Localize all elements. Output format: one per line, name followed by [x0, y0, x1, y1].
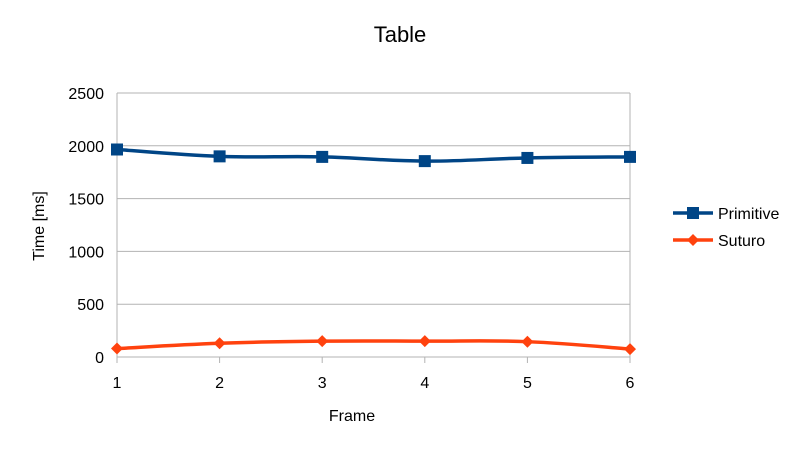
chart-title: Table: [374, 22, 427, 47]
x-tick-label-5: 5: [523, 375, 532, 392]
x-tick-label-2: 2: [215, 375, 224, 392]
y-tick-label-500: 500: [77, 297, 104, 314]
data-point-primitive-4: [418, 155, 431, 168]
legend-marker-primitive: [687, 207, 699, 219]
data-point-suturo-5: [521, 335, 534, 348]
plot-area: 0 500 1000 1500 2000 2500 1 2 3 4 5 6: [68, 86, 636, 392]
x-axis-label: Frame: [329, 408, 375, 425]
data-point-primitive-3: [316, 150, 329, 163]
x-tick-label-4: 4: [420, 375, 429, 392]
data-point-primitive-1: [111, 143, 123, 156]
data-point-primitive-5: [521, 151, 534, 164]
data-point-suturo-3: [316, 335, 329, 348]
legend: Primitive Suturo: [673, 206, 779, 250]
x-tick-label-6: 6: [626, 375, 635, 392]
series-line-primitive: [116, 147, 631, 163]
y-axis-label: Time [ms]: [31, 191, 48, 261]
x-tick-label-1: 1: [113, 375, 122, 392]
series-line-suturo: [116, 339, 631, 351]
data-point-suturo-4: [418, 335, 431, 348]
data-point-suturo-1: [111, 342, 123, 355]
data-point-suturo-2: [213, 337, 226, 350]
y-tick-label-1500: 1500: [68, 192, 104, 209]
legend-marker-suturo: [687, 234, 699, 246]
legend-label-primitive: Primitive: [718, 206, 779, 223]
legend-label-suturo: Suturo: [718, 233, 765, 250]
y-tick-label-1000: 1000: [68, 244, 104, 261]
x-tick-label-3: 3: [318, 375, 327, 392]
y-tick-label-2000: 2000: [68, 139, 104, 156]
data-point-primitive-6: [624, 150, 636, 163]
data-point-primitive-2: [213, 150, 226, 163]
data-point-suturo-6: [624, 343, 636, 356]
y-tick-label-0: 0: [95, 350, 104, 367]
y-tick-label-2500: 2500: [68, 86, 104, 103]
